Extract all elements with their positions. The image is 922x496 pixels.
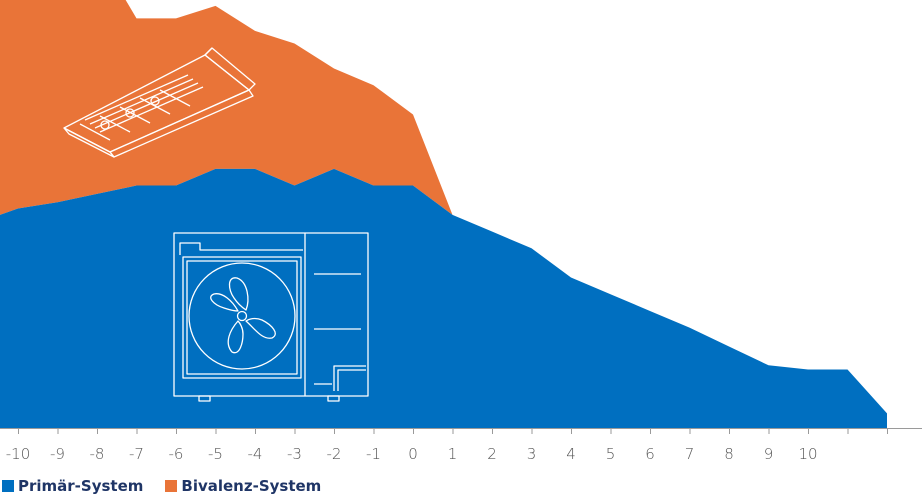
x-tick-label: -2 — [327, 445, 342, 463]
legend-swatch-bivalent — [165, 480, 178, 492]
x-tick-label: 4 — [566, 445, 576, 463]
legend-item-bivalent: Bivalenz-System — [165, 477, 321, 495]
x-tick-label: -9 — [50, 445, 65, 463]
x-tick-label: -5 — [208, 445, 223, 463]
x-tick-label: 7 — [685, 445, 695, 463]
x-tick-label: 10 — [798, 445, 817, 463]
x-axis-tick-labels: -10 -9 -8 -7 -6 -5 -4 -3 -2 -1 0 1 2 3 4 5 6 7 8 9 10 — [6, 445, 818, 463]
x-tick-label: -7 — [129, 445, 144, 463]
x-tick-label: -1 — [366, 445, 381, 463]
area-series-bivalent — [0, 0, 887, 414]
x-tick-label: 8 — [724, 445, 734, 463]
legend-swatch-primary — [2, 480, 14, 492]
x-tick-label: 5 — [606, 445, 616, 463]
legend-label-primary: Primär-System — [18, 477, 144, 495]
heat-pump-outdoor-unit-icon — [173, 232, 369, 402]
x-tick-label: 0 — [408, 445, 418, 463]
x-tick-label: -6 — [169, 445, 184, 463]
legend-item-primary: Primär-System — [2, 477, 143, 495]
x-axis-ticks — [18, 428, 888, 434]
chart-areas — [0, 0, 887, 428]
ceiling-heater-unit-icon — [63, 47, 256, 158]
x-tick-label: 3 — [527, 445, 537, 463]
x-tick-label: 1 — [448, 445, 458, 463]
legend-label-bivalent: Bivalenz-System — [181, 477, 322, 495]
x-tick-label: -4 — [248, 445, 263, 463]
x-tick-label: 6 — [645, 445, 655, 463]
x-tick-label: 9 — [764, 445, 774, 463]
x-tick-label: -3 — [287, 445, 302, 463]
x-tick-label: -10 — [6, 445, 31, 463]
legend: Primär-System Bivalenz-System — [2, 477, 321, 495]
x-tick-label: -8 — [90, 445, 105, 463]
x-tick-label: 2 — [487, 445, 497, 463]
